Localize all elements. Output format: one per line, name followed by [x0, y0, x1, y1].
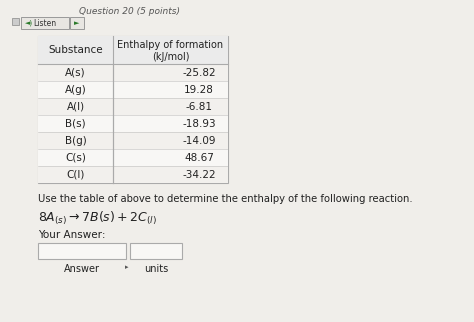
Bar — [12, 18, 19, 25]
Bar — [38, 115, 228, 132]
Text: $8A_{(s)} \rightarrow 7B(s) + 2C_{(l)}$: $8A_{(s)} \rightarrow 7B(s) + 2C_{(l)}$ — [38, 210, 157, 227]
Text: -34.22: -34.22 — [182, 169, 216, 179]
Bar — [38, 36, 228, 183]
Text: C(l): C(l) — [66, 169, 85, 179]
Text: Answer: Answer — [64, 264, 100, 274]
Text: B(s): B(s) — [65, 118, 86, 128]
Text: -18.93: -18.93 — [182, 118, 216, 128]
Text: ▸: ▸ — [125, 264, 129, 270]
Text: 48.67: 48.67 — [184, 153, 214, 163]
Bar — [38, 81, 228, 98]
Bar — [38, 149, 228, 166]
Text: A(l): A(l) — [66, 101, 84, 111]
Bar — [70, 17, 84, 29]
Text: Substance: Substance — [48, 45, 103, 55]
Text: -14.09: -14.09 — [182, 136, 216, 146]
Text: B(g): B(g) — [64, 136, 86, 146]
Text: Enthalpy of formation: Enthalpy of formation — [118, 40, 224, 50]
Text: ◄): ◄) — [25, 20, 33, 26]
Text: 19.28: 19.28 — [184, 84, 214, 94]
Bar — [38, 98, 228, 115]
Bar — [38, 132, 228, 149]
Bar — [21, 17, 69, 29]
Text: Your Answer:: Your Answer: — [38, 230, 106, 240]
Text: Use the table of above to determine the enthalpy of the following reaction.: Use the table of above to determine the … — [38, 194, 413, 204]
Text: Listen: Listen — [33, 18, 56, 27]
Text: (kJ/mol): (kJ/mol) — [152, 52, 189, 62]
Bar — [38, 243, 126, 259]
Text: -25.82: -25.82 — [182, 68, 216, 78]
Text: Question 20 (5 points): Question 20 (5 points) — [80, 7, 181, 16]
Bar — [130, 243, 182, 259]
Text: -6.81: -6.81 — [186, 101, 213, 111]
Text: C(s): C(s) — [65, 153, 86, 163]
Bar — [38, 166, 228, 183]
Text: A(g): A(g) — [64, 84, 86, 94]
Text: ►: ► — [74, 20, 80, 26]
Text: A(s): A(s) — [65, 68, 86, 78]
Bar — [38, 36, 228, 64]
Text: units: units — [144, 264, 168, 274]
Bar — [38, 64, 228, 81]
